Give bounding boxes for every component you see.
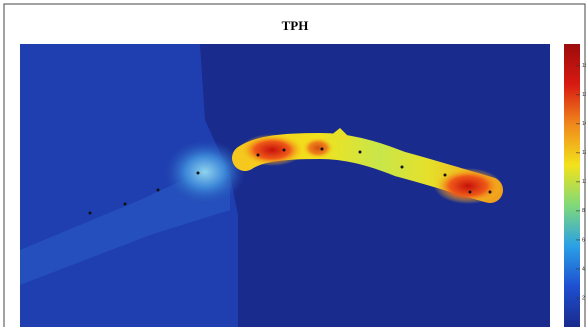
channel (20, 172, 230, 285)
colorbar-tick-label: 4 (582, 266, 585, 272)
stations (88, 147, 492, 215)
colorbar-tick-label: 18 (582, 63, 586, 69)
colorbar-tick-label: 6 (582, 237, 585, 243)
hotspot (240, 134, 304, 166)
map-area (20, 44, 550, 327)
hotspot (302, 137, 334, 159)
plume-bump (325, 128, 352, 140)
colorbar-tick-label: 10 (582, 179, 586, 185)
frame (3, 3, 586, 327)
colorbar-tick-label: 8 (582, 208, 585, 214)
colorbar-tick-label: 14 (582, 121, 586, 127)
map-title: TPH (282, 18, 309, 33)
colorbar (564, 44, 580, 327)
colorbar-tick-label: 2 (582, 295, 585, 301)
colorbar-tick-label: 12 (582, 150, 586, 156)
glow (165, 140, 245, 204)
sea-right (200, 44, 550, 327)
hotspot (434, 168, 502, 204)
colorbar-tick-label: 16 (582, 92, 586, 98)
